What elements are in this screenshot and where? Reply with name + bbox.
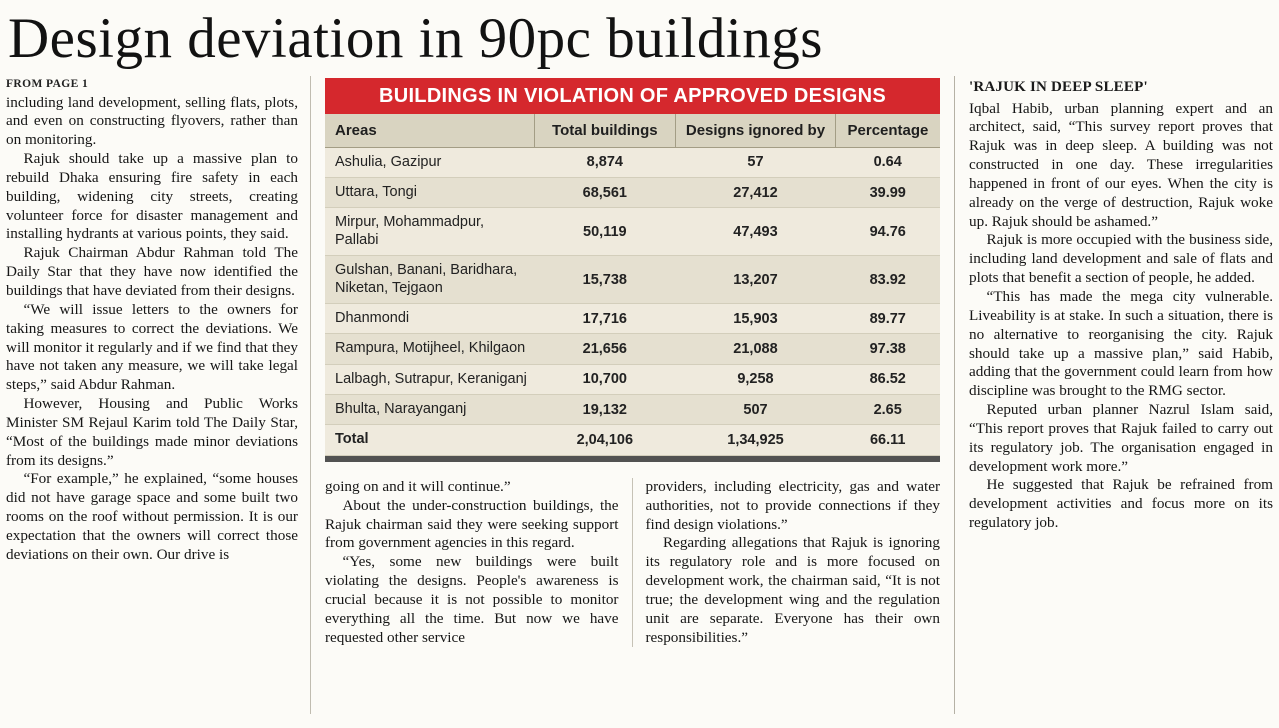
percentage-cell: 2.65 [835, 394, 940, 426]
column-header-total-buildings: Total buildings [534, 113, 677, 148]
table-row: Mirpur, Mohammadpur, Pallabi 50,119 47,4… [325, 207, 940, 257]
article-paragraph: including land development, selling flat… [6, 93, 298, 149]
designs-ignored-cell: 15,903 [675, 303, 836, 335]
total-buildings-cell: 8,874 [534, 147, 676, 178]
article-body: FROM PAGE 1 including land development, … [0, 74, 1279, 714]
continuation-columns: going on and it will continue.” About th… [325, 477, 941, 648]
article-paragraph: Rajuk is more occupied with the business… [969, 231, 1273, 287]
area-cell: Total [325, 424, 535, 456]
article-paragraph: Iqbal Habib, urban planning expert and a… [969, 99, 1273, 230]
total-buildings-cell: 15,738 [534, 255, 676, 304]
continuation-column-2: providers, including electricity, gas an… [633, 478, 941, 648]
page-title: Design deviation in 90pc buildings [8, 7, 823, 70]
area-cell: Lalbagh, Sutrapur, Keraniganj [325, 364, 535, 396]
right-column: 'RAJUK IN DEEP SLEEP' Iqbal Habib, urban… [955, 76, 1273, 714]
area-cell: Ashulia, Gazipur [325, 147, 535, 178]
designs-ignored-cell: 57 [675, 147, 836, 178]
total-buildings-cell: 19,132 [534, 394, 676, 426]
left-column: FROM PAGE 1 including land development, … [6, 76, 310, 714]
designs-ignored-cell: 1,34,925 [675, 424, 836, 456]
percentage-cell: 39.99 [835, 177, 940, 209]
article-paragraph: He suggested that Rajuk be refrained fro… [969, 476, 1273, 532]
area-cell: Dhanmondi [325, 303, 535, 335]
table-row: Lalbagh, Sutrapur, Keraniganj 10,700 9,2… [325, 364, 940, 396]
designs-ignored-cell: 507 [675, 394, 836, 426]
table-total-row: Total 2,04,106 1,34,925 66.11 [325, 424, 940, 456]
table-row: Dhanmondi 17,716 15,903 89.77 [325, 303, 940, 335]
area-cell: Mirpur, Mohammadpur, Pallabi [325, 207, 535, 257]
area-cell: Gulshan, Banani, Baridhara, Niketan, Tej… [325, 255, 535, 304]
section-heading: 'RAJUK IN DEEP SLEEP' [969, 78, 1148, 95]
table-title: BUILDINGS IN VIOLATION OF APPROVED DESIG… [325, 77, 940, 114]
percentage-cell: 66.11 [835, 424, 940, 456]
total-buildings-cell: 10,700 [534, 364, 676, 396]
article-paragraph: Reputed urban planner Nazrul Islam said,… [969, 401, 1273, 475]
table-row: Ashulia, Gazipur 8,874 57 0.64 [325, 147, 940, 178]
designs-ignored-cell: 13,207 [675, 255, 836, 304]
designs-ignored-cell: 9,258 [675, 364, 836, 396]
article-paragraph: providers, including electricity, gas an… [645, 477, 941, 533]
article-paragraph: Regarding allegations that Rajuk is igno… [645, 534, 941, 646]
total-buildings-cell: 21,656 [534, 333, 676, 365]
column-header-percentage: Percentage [835, 113, 940, 148]
percentage-cell: 83.92 [835, 255, 940, 304]
designs-ignored-cell: 27,412 [675, 177, 836, 209]
area-cell: Uttara, Tongi [325, 177, 535, 209]
percentage-cell: 94.76 [835, 207, 940, 257]
area-cell: Bhulta, Narayanganj [325, 394, 535, 426]
percentage-cell: 86.52 [835, 364, 940, 396]
article-paragraph: “This has made the mega city vulnerable.… [969, 287, 1273, 400]
table-header-row: Areas Total buildings Designs ignored by… [325, 113, 940, 148]
violation-table-container: BUILDINGS IN VIOLATION OF APPROVED DESIG… [325, 77, 940, 462]
violation-table: Areas Total buildings Designs ignored by… [325, 113, 940, 456]
total-buildings-cell: 2,04,106 [534, 424, 676, 456]
percentage-cell: 0.64 [835, 147, 940, 178]
continuation-column-1: going on and it will continue.” About th… [325, 477, 633, 648]
percentage-cell: 89.77 [835, 303, 940, 335]
article-paragraph: However, Housing and Public Works Minist… [6, 395, 298, 469]
article-paragraph: About the under-construction buildings, … [325, 496, 619, 552]
middle-column: BUILDINGS IN VIOLATION OF APPROVED DESIG… [310, 75, 955, 714]
table-bottom-rule [325, 455, 940, 462]
article-paragraph: Rajuk Chairman Abdur Rahman told The Dai… [6, 244, 298, 299]
area-cell: Rampura, Motijheel, Khilgaon [325, 333, 535, 365]
article-paragraph: Rajuk should take up a massive plan to r… [6, 150, 298, 243]
table-row: Bhulta, Narayanganj 19,132 507 2.65 [325, 394, 940, 426]
column-header-areas: Areas [325, 113, 535, 148]
designs-ignored-cell: 21,088 [675, 333, 836, 365]
table-row: Uttara, Tongi 68,561 27,412 39.99 [325, 177, 940, 209]
article-paragraph: “We will issue letters to the owners for… [6, 300, 298, 394]
percentage-cell: 97.38 [835, 333, 940, 365]
article-paragraph: “For example,” he explained, “some house… [6, 470, 298, 563]
table-row: Rampura, Motijheel, Khilgaon 21,656 21,0… [325, 333, 940, 365]
total-buildings-cell: 50,119 [534, 207, 676, 257]
total-buildings-cell: 17,716 [534, 303, 676, 335]
article-paragraph: going on and it will continue.” [325, 477, 511, 495]
from-page-kicker: FROM PAGE 1 [6, 77, 89, 90]
column-header-designs-ignored: Designs ignored by [675, 113, 836, 148]
article-paragraph: “Yes, some new buildings were built viol… [325, 553, 619, 646]
total-buildings-cell: 68,561 [534, 177, 676, 209]
designs-ignored-cell: 47,493 [675, 207, 836, 257]
table-row: Gulshan, Banani, Baridhara, Niketan, Tej… [325, 255, 940, 304]
